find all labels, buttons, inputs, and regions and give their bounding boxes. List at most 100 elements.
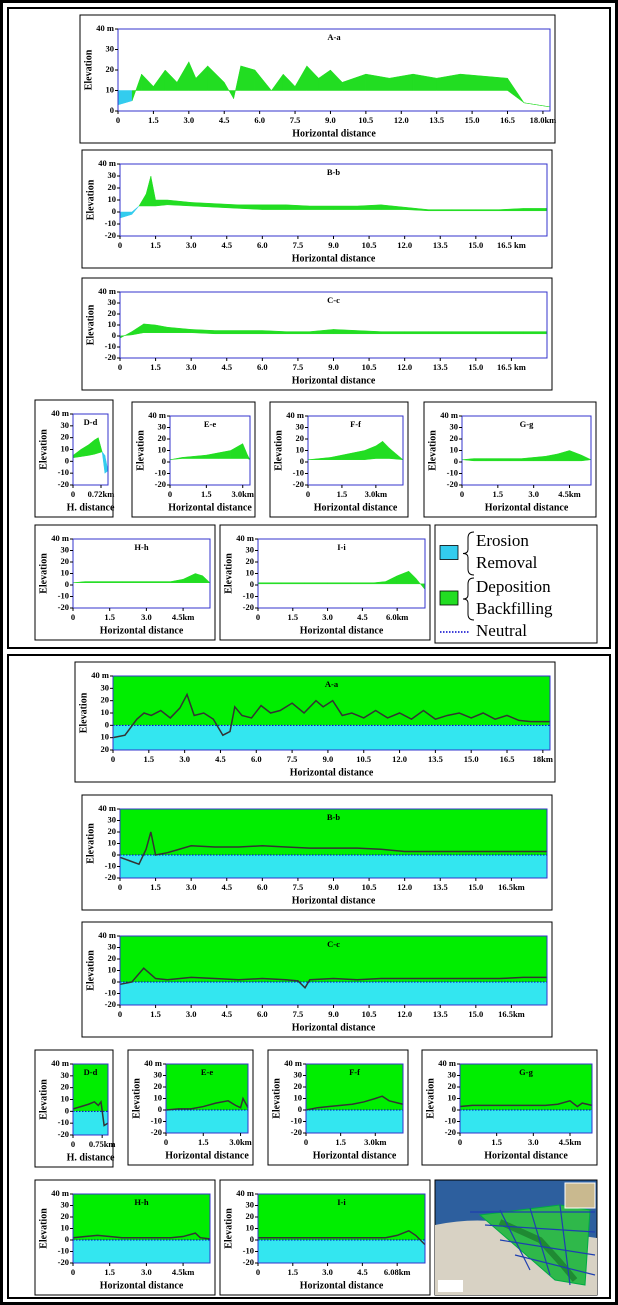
x-tick-label: 4.5km — [172, 612, 194, 622]
y-tick-label: 20 — [296, 433, 305, 443]
change-area — [460, 74, 484, 90]
y-axis-label: Elevation — [38, 1208, 49, 1249]
below-region — [306, 1110, 403, 1133]
y-tick-label: 40 m — [51, 408, 69, 418]
x-tick-label: 16.5 km — [497, 240, 526, 250]
x-tick-label: 1.5 — [287, 612, 298, 622]
x-tick-label: 12.0 — [397, 882, 412, 892]
y-tick-label: 30 — [108, 170, 117, 180]
x-tick-label: 0 — [306, 489, 310, 499]
y-tick-label: 20 — [246, 1211, 255, 1221]
x-tick-label: 6.0 — [251, 754, 262, 764]
y-tick-label: 0 — [250, 1234, 254, 1244]
panel-title: B-b — [327, 812, 341, 822]
legend: ErosionRemovalDepositionBackfillingNeutr… — [435, 525, 597, 643]
y-tick-label: 10 — [448, 1092, 457, 1102]
panel-title: H-h — [134, 542, 148, 552]
y-tick-label: 0 — [158, 1104, 162, 1114]
y-tick-label: 40 m — [51, 1058, 69, 1068]
x-tick-label: 10.5 — [358, 115, 373, 125]
y-tick-label: -10 — [58, 590, 69, 600]
y-tick-label: 10 — [106, 84, 115, 94]
x-tick-label: 1.5 — [144, 754, 155, 764]
y-tick-label: 0 — [110, 105, 114, 115]
x-tick-label: 1.5 — [493, 489, 504, 499]
x-tick-label: 1.5 — [491, 1137, 502, 1147]
x-tick-label: 4.5 — [221, 240, 232, 250]
y-tick-label: 20 — [108, 953, 117, 963]
x-tick-label: 0 — [118, 882, 122, 892]
panel-title: F-f — [349, 1067, 360, 1077]
y-tick-label: 40 m — [438, 1058, 456, 1068]
figure: 40 m302010001.53.04.56.07.59.010.512.013… — [0, 0, 618, 1305]
y-tick-label: 0 — [65, 1105, 69, 1115]
y-axis-label: Elevation — [85, 950, 96, 991]
change-area — [159, 582, 171, 583]
x-tick-label: 9.0 — [323, 754, 334, 764]
change-area — [523, 208, 547, 210]
x-tick-label: 6.0 — [257, 1009, 268, 1019]
y-tick-label: 40 m — [51, 1188, 69, 1198]
x-tick-label: 0 — [71, 489, 75, 499]
y-tick-label: -10 — [293, 467, 304, 477]
x-tick-label: 13.5 — [429, 115, 444, 125]
y-axis-label: Elevation — [78, 692, 89, 733]
x-tick-label: 1.5 — [150, 240, 161, 250]
profile-panel: 40 m3020100-10-2001.53.0kmF-fHorizontal … — [268, 1050, 408, 1165]
x-axis-label: Horizontal distance — [292, 1022, 376, 1033]
y-tick-label: 10 — [61, 567, 70, 577]
y-tick-label: -10 — [58, 1245, 69, 1255]
y-tick-label: 10 — [158, 444, 167, 454]
x-tick-label: 7.5 — [290, 115, 301, 125]
x-tick-label: 3.0 — [184, 115, 195, 125]
legend-label: Neutral — [476, 621, 527, 640]
x-tick-label: 13.5 — [428, 754, 443, 764]
y-tick-label: 30 — [246, 1199, 255, 1209]
x-tick-label: 3.0 — [528, 1137, 539, 1147]
x-tick-label: 6.0 — [254, 115, 265, 125]
x-axis-label: Horizontal distance — [313, 1150, 397, 1161]
x-tick-label: 7.5 — [293, 882, 304, 892]
x-tick-label: 9.0 — [325, 115, 336, 125]
y-tick-label: -20 — [58, 1129, 69, 1139]
y-tick-label: 0 — [452, 1104, 456, 1114]
change-area — [146, 582, 158, 583]
x-tick-label: 15.0 — [468, 240, 483, 250]
y-tick-label: 10 — [101, 732, 110, 742]
change-area — [476, 332, 500, 334]
y-tick-label: -10 — [155, 467, 166, 477]
x-tick-label: 1.5 — [337, 489, 348, 499]
x-tick-label: 15.0 — [464, 754, 479, 764]
y-tick-label: -20 — [105, 230, 116, 240]
y-axis-label: Elevation — [85, 304, 96, 345]
change-area — [328, 583, 351, 584]
change-area — [405, 332, 429, 334]
x-tick-label: 4.5 — [221, 882, 232, 892]
y-tick-label: -10 — [445, 1115, 456, 1125]
x-axis-label: Horizontal distance — [100, 625, 184, 636]
y-axis-label: Elevation — [85, 823, 96, 864]
profile-panel: 40 m3020100-10-2001.53.04.5kmG-gHorizont… — [424, 402, 596, 517]
y-tick-label: 20 — [101, 744, 110, 754]
y-tick-label: -10 — [243, 1245, 254, 1255]
y-tick-label: 30 — [106, 43, 115, 53]
x-tick-label: 18km — [533, 754, 553, 764]
y-tick-label: 20 — [154, 1081, 163, 1091]
x-axis-label: H. distance — [67, 1152, 115, 1163]
change-area — [351, 583, 374, 584]
y-tick-label: 30 — [108, 297, 117, 307]
y-tick-label: 0 — [162, 456, 166, 466]
y-tick-label: 30 — [108, 941, 117, 951]
page: 40 m302010001.53.04.56.07.59.010.512.013… — [0, 0, 618, 1305]
y-tick-label: 20 — [108, 182, 117, 192]
change-area — [500, 332, 524, 334]
x-tick-label: 0 — [164, 1137, 168, 1147]
x-tick-label: 4.5 — [215, 754, 226, 764]
y-tick-label: 20 — [108, 308, 117, 318]
panel-title: C-c — [327, 939, 340, 949]
x-tick-label: 16.5km — [498, 1009, 525, 1019]
y-tick-label: 0 — [65, 455, 69, 465]
change-area — [381, 332, 405, 334]
y-tick-label: 10 — [108, 194, 117, 204]
